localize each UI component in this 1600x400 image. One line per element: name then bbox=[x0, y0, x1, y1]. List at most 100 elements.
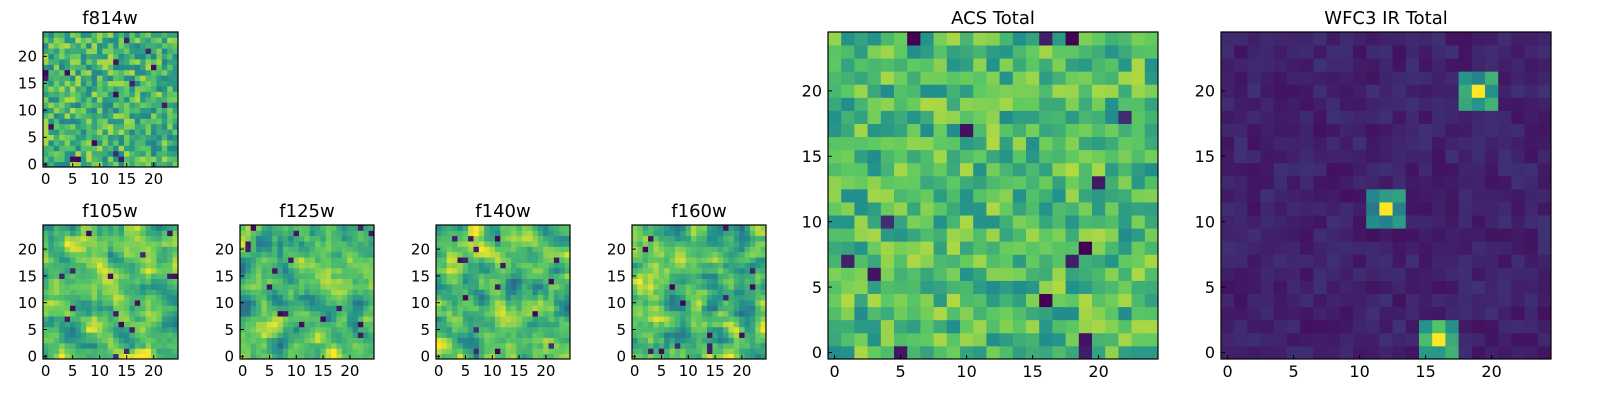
heatmap-cell bbox=[86, 59, 92, 65]
heatmap-cell bbox=[156, 225, 163, 231]
heatmap-cell bbox=[452, 337, 458, 344]
heatmap-cell bbox=[841, 267, 855, 281]
heatmap-cell bbox=[309, 321, 316, 328]
heatmap-cell bbox=[43, 289, 49, 296]
heatmap-cell bbox=[669, 230, 676, 237]
heatmap-cell bbox=[347, 235, 353, 242]
heatmap-cell bbox=[658, 241, 665, 247]
heatmap-cell bbox=[167, 91, 173, 98]
heatmap-cell bbox=[331, 294, 337, 301]
heatmap-cell bbox=[642, 305, 649, 312]
heatmap-cell bbox=[1300, 110, 1314, 124]
heatmap-cell bbox=[841, 254, 855, 268]
heatmap-cell bbox=[172, 107, 179, 114]
heatmap-cell bbox=[484, 353, 490, 360]
heatmap-cell bbox=[145, 59, 152, 65]
heatmap-cell bbox=[1221, 332, 1235, 347]
heatmap-cell bbox=[161, 80, 168, 87]
heatmap-cell bbox=[97, 53, 103, 60]
heatmap-cell bbox=[1405, 228, 1420, 242]
heatmap-cell bbox=[43, 69, 49, 76]
heatmap-cell bbox=[363, 348, 370, 355]
heatmap-cell bbox=[293, 235, 300, 242]
heatmap-cell bbox=[441, 348, 448, 355]
heatmap-cell bbox=[129, 342, 136, 349]
heatmap-cell bbox=[999, 162, 1014, 177]
heatmap-cell bbox=[347, 251, 353, 258]
heatmap-cell bbox=[53, 289, 60, 296]
heatmap-cell bbox=[134, 267, 141, 274]
heatmap-cell bbox=[64, 118, 71, 125]
heatmap-cell bbox=[1458, 241, 1473, 255]
heatmap-cell bbox=[129, 316, 136, 322]
heatmap-cell bbox=[53, 300, 60, 306]
heatmap-cell bbox=[1313, 188, 1327, 203]
heatmap-cell bbox=[59, 283, 65, 290]
heatmap-cell bbox=[537, 241, 544, 247]
heatmap-cell bbox=[59, 316, 65, 322]
heatmap-cell bbox=[653, 283, 660, 290]
heatmap-cell bbox=[452, 283, 458, 290]
heatmap-cell bbox=[1471, 241, 1486, 255]
heatmap-cell bbox=[293, 342, 300, 349]
heatmap-cell bbox=[986, 162, 1000, 177]
heatmap-cell bbox=[107, 42, 114, 49]
heatmap-cell bbox=[1419, 32, 1433, 46]
heatmap-cell bbox=[637, 262, 644, 269]
heatmap-cell bbox=[145, 113, 152, 119]
heatmap-cell bbox=[140, 246, 146, 253]
heatmap-cell bbox=[156, 310, 163, 317]
heatmap-cell bbox=[1012, 71, 1027, 85]
heatmap-cell bbox=[642, 267, 649, 274]
heatmap-cell bbox=[118, 300, 125, 306]
heatmap-cell bbox=[261, 321, 268, 328]
heatmap-cell bbox=[632, 316, 638, 322]
heatmap-cell bbox=[907, 306, 921, 321]
heatmap-cell bbox=[272, 230, 278, 237]
heatmap-cell bbox=[107, 145, 114, 152]
heatmap-cell bbox=[309, 251, 316, 258]
heatmap-cell bbox=[167, 161, 173, 168]
heatmap-cell bbox=[1078, 332, 1093, 347]
heatmap-cell bbox=[140, 251, 146, 258]
heatmap-cell bbox=[712, 283, 719, 290]
heatmap-cell bbox=[841, 162, 855, 177]
heatmap-cell bbox=[1012, 110, 1027, 124]
heatmap-cell bbox=[59, 267, 65, 274]
heatmap-cell bbox=[118, 321, 125, 328]
heatmap-cell bbox=[489, 230, 496, 237]
heatmap-cell bbox=[854, 58, 868, 72]
heatmap-cell bbox=[97, 134, 103, 141]
heatmap-cell bbox=[140, 332, 146, 338]
heatmap-cell bbox=[261, 332, 268, 338]
heatmap-cell bbox=[1537, 188, 1552, 203]
heatmap-cell bbox=[1353, 228, 1367, 242]
heatmap-cell bbox=[107, 251, 114, 258]
heatmap-cell bbox=[760, 246, 767, 253]
heatmap-cell bbox=[107, 230, 114, 237]
heatmap-cell bbox=[107, 123, 114, 130]
heatmap-cell bbox=[167, 321, 173, 328]
heatmap-cell bbox=[712, 246, 719, 253]
heatmap-cell bbox=[1471, 228, 1486, 242]
heatmap-cell bbox=[172, 283, 179, 290]
heatmap-cell bbox=[1326, 332, 1341, 347]
heatmap-cell bbox=[468, 342, 474, 349]
heatmap-cell bbox=[1471, 97, 1486, 111]
heatmap-cell bbox=[1405, 267, 1420, 281]
heatmap-cell bbox=[102, 251, 109, 258]
heatmap-cell bbox=[352, 230, 359, 237]
heatmap-cell bbox=[867, 110, 882, 124]
heatmap-cell bbox=[436, 316, 442, 322]
heatmap-cell bbox=[642, 332, 649, 338]
heatmap-cell bbox=[494, 305, 501, 312]
heatmap-cell bbox=[920, 280, 934, 294]
heatmap-cell bbox=[1131, 136, 1146, 151]
heatmap-cell bbox=[723, 262, 729, 269]
heatmap-cell bbox=[441, 337, 448, 344]
heatmap-cell bbox=[64, 86, 71, 92]
heatmap-cell bbox=[277, 262, 284, 269]
y-tick-label: 0 bbox=[1205, 343, 1215, 362]
heatmap-cell bbox=[140, 225, 146, 231]
heatmap-cell bbox=[468, 300, 474, 306]
